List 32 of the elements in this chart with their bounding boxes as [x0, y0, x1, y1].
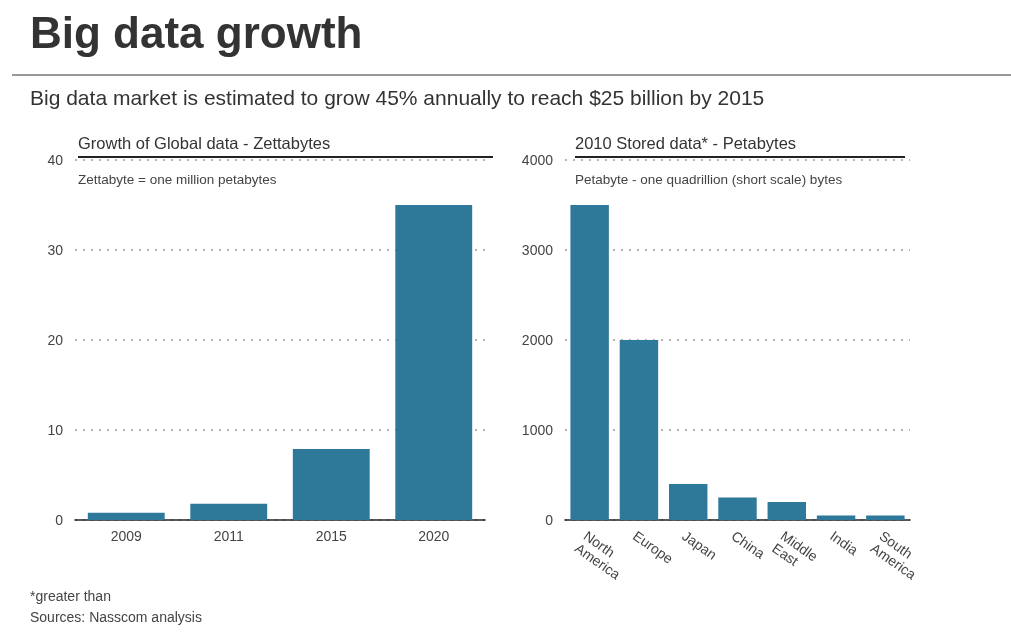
text: Big data growth [30, 8, 363, 58]
y-tick-label: 4000 [521, 152, 554, 168]
y-tick-label: 10 [47, 422, 64, 438]
text: Big data market is estimated to grow 45% annually to reach $25 billion by 2015 [30, 86, 765, 110]
bar [619, 340, 659, 520]
bar [718, 497, 757, 520]
bar [395, 205, 473, 520]
y-tick-label: 0 [545, 512, 554, 528]
y-tick-label: 1000 [521, 422, 554, 438]
bar [292, 448, 370, 520]
bar [570, 205, 609, 520]
x-tick-label: 2015 [315, 527, 348, 544]
text: Zettabyte = one million petabytes [78, 172, 277, 187]
chart-title: Growth of Global data - Zettabytes [78, 134, 493, 158]
y-tick-label: 2000 [521, 332, 554, 348]
x-tick-label: 2020 [418, 527, 450, 544]
x-tick-label: 2009 [110, 527, 143, 544]
text: Petabyte - one quadrillion (short scale) bytes [575, 172, 843, 187]
y-tick-label: 0 [55, 512, 64, 528]
bar [668, 484, 708, 520]
y-tick-label: 40 [47, 152, 64, 168]
bar [190, 503, 268, 520]
y-tick-label: 20 [47, 332, 64, 348]
bar [87, 512, 165, 520]
bar [767, 502, 807, 520]
y-tick-label: 30 [47, 242, 64, 258]
x-tick-label: 2011 [213, 527, 245, 544]
source-note: Sources: Nasscom analysis [30, 609, 202, 625]
chart-title: 2010 Stored data* - Petabytes [575, 134, 905, 158]
y-tick-label: 3000 [521, 242, 554, 258]
text: *greater than [30, 588, 111, 604]
bar [866, 515, 905, 520]
